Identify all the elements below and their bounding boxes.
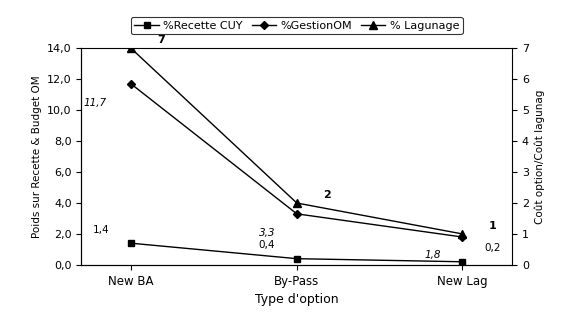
Text: 3,3: 3,3 xyxy=(259,228,275,238)
% Lagunage xyxy=(459,232,466,236)
Text: 0,4: 0,4 xyxy=(259,240,275,250)
Text: 1,4: 1,4 xyxy=(93,225,109,235)
Text: 2: 2 xyxy=(323,190,331,200)
%Recette CUY xyxy=(293,257,300,261)
Text: 1,8: 1,8 xyxy=(424,250,441,260)
Text: 1: 1 xyxy=(488,221,496,231)
%GestionOM xyxy=(459,235,466,239)
Line: % Lagunage: % Lagunage xyxy=(127,44,467,238)
%GestionOM xyxy=(293,212,300,216)
Text: 11,7: 11,7 xyxy=(83,98,107,108)
Legend: %Recette CUY, %GestionOM, % Lagunage: %Recette CUY, %GestionOM, % Lagunage xyxy=(131,17,463,34)
%GestionOM xyxy=(127,82,134,86)
%Recette CUY xyxy=(127,241,134,245)
Y-axis label: Poids sur Recette & Budget OM: Poids sur Recette & Budget OM xyxy=(31,75,41,238)
Line: %GestionOM: %GestionOM xyxy=(129,81,465,240)
% Lagunage xyxy=(127,47,134,50)
Text: 0,2: 0,2 xyxy=(484,243,501,253)
%Recette CUY xyxy=(459,260,466,264)
Y-axis label: Coût option/Coût lagunag: Coût option/Coût lagunag xyxy=(534,89,545,224)
X-axis label: Type d'option: Type d'option xyxy=(255,293,339,306)
% Lagunage xyxy=(293,201,300,205)
Text: 7: 7 xyxy=(157,35,165,45)
Line: %Recette CUY: %Recette CUY xyxy=(127,240,466,265)
